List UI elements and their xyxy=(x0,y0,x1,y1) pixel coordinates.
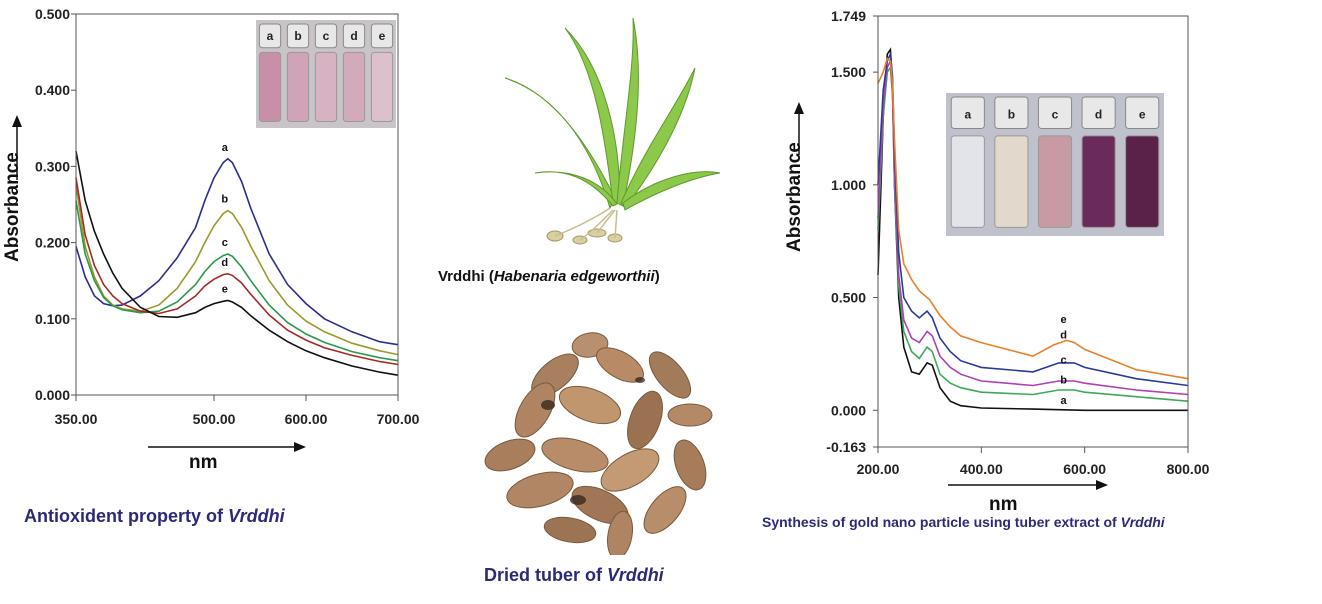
vial-c xyxy=(314,51,338,123)
y-tick-label: 0.300 xyxy=(35,158,70,174)
vial-label-e: e xyxy=(1139,107,1146,121)
tuber-caption-italic: Vrddhi xyxy=(607,565,664,585)
curve-label-c: c xyxy=(1061,354,1067,366)
x-tick-label: 350.00 xyxy=(55,411,98,427)
y-tick-label: 0.400 xyxy=(35,82,70,98)
y-axis-title: Absorbance xyxy=(784,102,805,252)
left-figure-caption: Antioxident property of Vrddhi xyxy=(24,506,285,527)
left-caption-italic: Vrddhi xyxy=(228,506,285,526)
vial-d xyxy=(1081,135,1116,228)
tuber-caption: Dried tuber of Vrddhi xyxy=(484,565,664,586)
vial-cap xyxy=(286,23,310,49)
vial-label-a: a xyxy=(267,29,274,43)
plot-frame xyxy=(75,13,399,396)
curve-label-d: d xyxy=(1060,330,1067,342)
vial-cap xyxy=(994,96,1029,129)
x-tick-label: 400.00 xyxy=(960,461,1003,477)
y-tick-label: 0.500 xyxy=(831,290,866,306)
x-tick-label: 200.00 xyxy=(857,461,900,477)
vial-cap xyxy=(1125,96,1160,129)
plant-illustration xyxy=(504,17,721,245)
y-axis-label: Absorbance xyxy=(784,142,805,252)
series-line-c xyxy=(75,200,399,362)
left-caption-text: Antioxident property of xyxy=(24,506,228,526)
y-tick-label: 0.100 xyxy=(35,311,70,327)
x-axis-title: nm xyxy=(148,442,306,473)
y-tick-label: 1.000 xyxy=(831,177,866,193)
right-caption-text: Synthesis of gold nano particle using tu… xyxy=(762,514,1121,530)
vial-label-d: d xyxy=(1095,107,1102,121)
y-axis-label: Absorbance xyxy=(2,152,23,262)
series-line-e xyxy=(75,151,399,376)
vial-b xyxy=(286,51,310,123)
curve-label-a: a xyxy=(1061,395,1068,407)
series-line-d xyxy=(75,177,399,366)
vial-d xyxy=(342,51,366,123)
curve-label-a: a xyxy=(222,142,229,154)
vial-cap xyxy=(314,23,338,49)
series-line-a xyxy=(75,157,399,346)
curve-label-e: e xyxy=(1061,314,1067,326)
vial-a xyxy=(950,135,985,228)
y-tick-label: 1.500 xyxy=(831,64,866,80)
inset-vial-photo: a b c d e xyxy=(256,20,396,128)
y-tick-label: 0.000 xyxy=(831,402,866,418)
vial-cap xyxy=(1037,96,1073,129)
y-tick-label: -0.163 xyxy=(826,439,866,455)
x-axis-title: nm xyxy=(948,480,1108,515)
x-tick-label: 600.00 xyxy=(285,411,328,427)
y-tick-label: 1.749 xyxy=(831,8,866,24)
vial-cap xyxy=(258,23,282,49)
right-figure-caption: Synthesis of gold nano particle using tu… xyxy=(762,514,1165,530)
x-tick-label: 600.00 xyxy=(1063,461,1106,477)
y-tick-label: 0.200 xyxy=(35,235,70,251)
x-axis-label: nm xyxy=(989,494,1018,515)
y-tick-label: 0.000 xyxy=(35,387,70,403)
vial-label-e: e xyxy=(379,29,386,43)
vial-label-b: b xyxy=(1008,107,1015,121)
x-tick-label: 800.00 xyxy=(1167,461,1210,477)
plot-frame xyxy=(877,15,1189,448)
vial-label-c: c xyxy=(323,29,330,43)
right-caption-italic: Vrddhi xyxy=(1120,514,1165,530)
vial-e xyxy=(370,51,394,123)
vial-label-a: a xyxy=(964,107,971,121)
inset-vial-photo: a b c d e xyxy=(946,93,1164,236)
plant-caption-text: Vrddhi ( xyxy=(438,268,494,285)
vial-a xyxy=(258,51,282,123)
y-axis-title: Absorbance xyxy=(2,115,23,262)
x-axis-label: nm xyxy=(189,452,218,473)
vial-cap xyxy=(370,23,394,49)
vial-label-d: d xyxy=(350,29,357,43)
tuber-caption-text: Dried tuber of xyxy=(484,565,608,585)
curve-label-b: b xyxy=(221,194,228,206)
vial-cap xyxy=(950,96,985,129)
vial-cap xyxy=(342,23,366,49)
x-tick-label: 700.00 xyxy=(377,411,420,427)
vial-label-b: b xyxy=(294,29,301,43)
series-line-b xyxy=(75,185,399,356)
vial-e xyxy=(1125,135,1160,228)
plant-caption: Vrddhi (Habenaria edgeworthii) xyxy=(438,268,660,285)
dried-tuber-photo xyxy=(484,332,713,555)
x-tick-label: 500.00 xyxy=(193,411,236,427)
vial-label-c: c xyxy=(1052,107,1059,121)
curve-label-e: e xyxy=(222,284,228,296)
plant-caption-end: ) xyxy=(654,268,660,285)
vial-c xyxy=(1037,135,1073,228)
series-line-e xyxy=(877,57,1189,380)
y-tick-label: 0.500 xyxy=(35,6,70,22)
vial-cap xyxy=(1081,96,1116,129)
vial-b xyxy=(994,135,1029,228)
curve-label-d: d xyxy=(221,257,228,269)
plant-caption-species: Habenaria edgeworthii xyxy=(493,268,655,285)
curve-label-c: c xyxy=(222,237,228,249)
curve-label-b: b xyxy=(1060,375,1067,387)
